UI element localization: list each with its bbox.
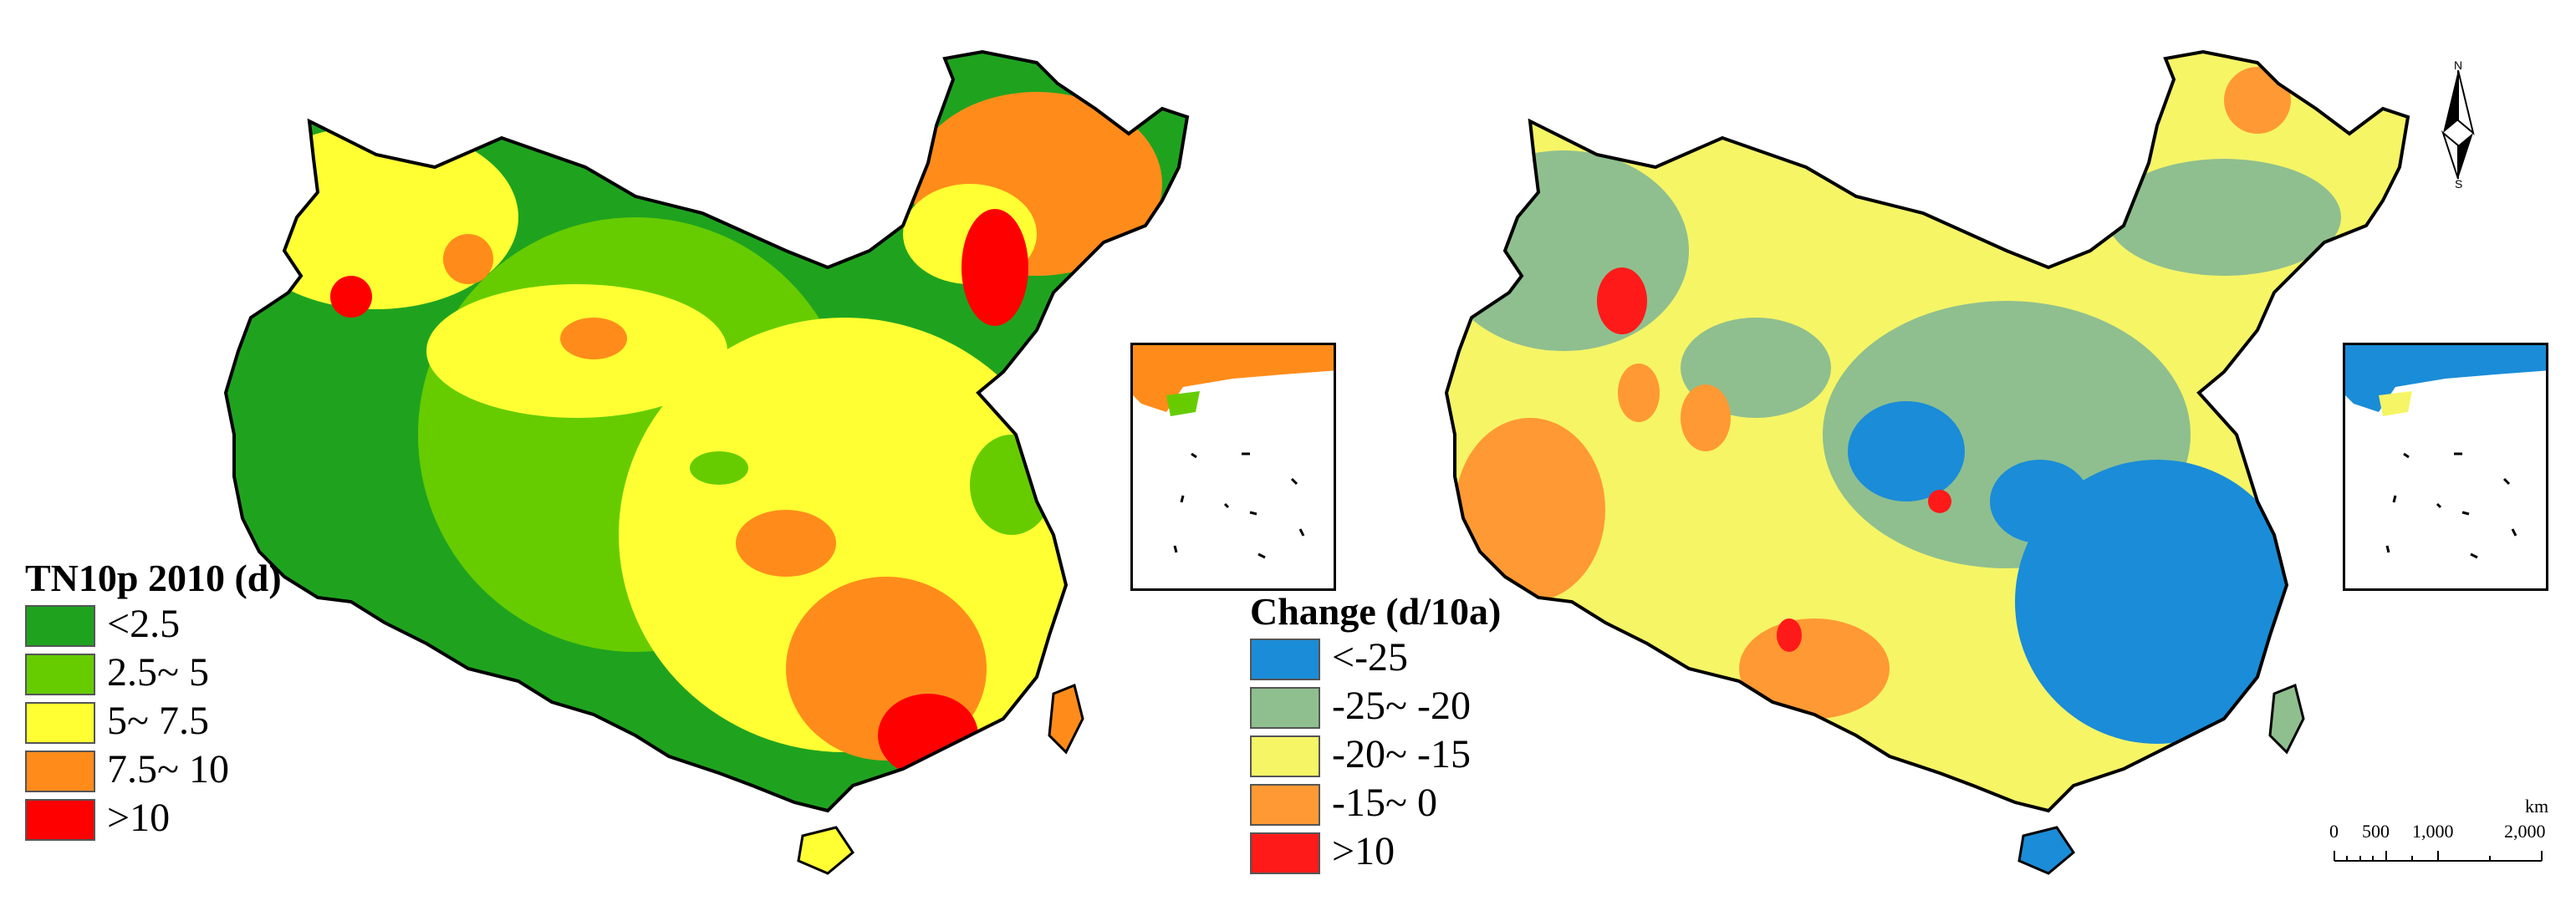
legend-item: 2.5~ 5 [25, 649, 360, 697]
tn10p-2010-map [223, 49, 1190, 875]
legend-label: -20~ -15 [1332, 732, 1471, 776]
legend-label: 5~ 7.5 [107, 699, 209, 743]
legend-label: -25~ -20 [1332, 684, 1471, 728]
north-arrow-icon: N S [2433, 59, 2483, 192]
scale-tick-label: 500 [2362, 821, 2390, 842]
legend-item: -15~ 0 [1250, 779, 1635, 827]
scale-unit: km [2525, 796, 2549, 817]
legend-swatch [1250, 735, 1320, 777]
legend-left: TN10p 2010 (d) <2.5 2.5~ 5 5~ 7.5 7.5~ 1… [25, 556, 360, 842]
legend-item: >10 [1250, 827, 1635, 876]
legend-item: -25~ -20 [1250, 682, 1635, 730]
legend-swatch [25, 799, 95, 841]
scale-tick-label: 0 [2329, 821, 2339, 842]
legend-swatch [25, 654, 95, 695]
legend-label: >10 [1332, 829, 1395, 873]
legend-item: 5~ 7.5 [25, 697, 360, 746]
south-china-sea-inset-right [2343, 343, 2548, 591]
legend-label: <-25 [1332, 635, 1409, 679]
legend-label: 7.5~ 10 [107, 747, 229, 791]
legend-right: Change (d/10a) <-25 -25~ -20 -20~ -15 -1… [1250, 589, 1635, 876]
legend-swatch [1250, 687, 1320, 729]
scale-bar: km 0 500 1,000 2,000 [2316, 796, 2558, 871]
legend-swatch [1250, 832, 1320, 874]
legend-label: >10 [107, 796, 171, 840]
legend-swatch [1250, 784, 1320, 826]
north-label: N [2454, 59, 2463, 72]
tn10p-change-map [1288, 0, 2576, 916]
south-label: S [2455, 177, 2463, 191]
south-china-sea-inset-left [1130, 343, 1336, 591]
legend-title: Change (d/10a) [1250, 590, 1502, 633]
legend-item: 7.5~ 10 [25, 746, 360, 794]
legend-item: <-25 [1250, 634, 1635, 682]
legend-title: TN10p 2010 (d) [25, 557, 282, 599]
legend-label: <2.5 [107, 602, 181, 646]
legend-item: >10 [25, 794, 360, 842]
scale-tick-label: 1,000 [2412, 821, 2454, 842]
scale-tick-label: 2,000 [2504, 821, 2546, 842]
legend-swatch [25, 702, 95, 744]
legend-swatch [1250, 639, 1320, 680]
legend-label: 2.5~ 5 [107, 650, 209, 695]
legend-swatch [25, 605, 95, 647]
legend-label: -15~ 0 [1332, 781, 1437, 825]
legend-item: -20~ -15 [1250, 730, 1635, 779]
legend-item: <2.5 [25, 600, 360, 649]
legend-swatch [25, 751, 95, 792]
